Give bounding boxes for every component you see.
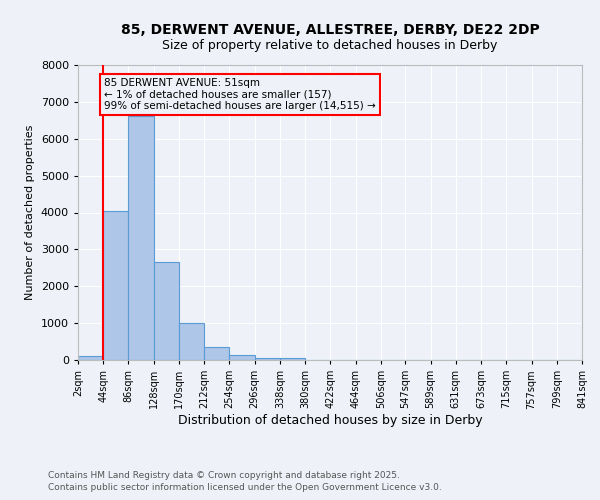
Bar [128, 116, 154, 360]
Bar [229, 355, 254, 360]
Bar [179, 323, 204, 360]
Text: Size of property relative to detached houses in Derby: Size of property relative to detached ho… [163, 39, 497, 52]
Bar [204, 347, 229, 360]
Text: 85 DERWENT AVENUE: 51sqm
← 1% of detached houses are smaller (157)
99% of semi-d: 85 DERWENT AVENUE: 51sqm ← 1% of detache… [104, 78, 376, 111]
Bar [280, 358, 305, 360]
Bar [103, 210, 128, 360]
X-axis label: Distribution of detached houses by size in Derby: Distribution of detached houses by size … [178, 414, 482, 427]
Text: Contains HM Land Registry data © Crown copyright and database right 2025.: Contains HM Land Registry data © Crown c… [48, 470, 400, 480]
Text: 85, DERWENT AVENUE, ALLESTREE, DERBY, DE22 2DP: 85, DERWENT AVENUE, ALLESTREE, DERBY, DE… [121, 22, 539, 36]
Y-axis label: Number of detached properties: Number of detached properties [25, 125, 35, 300]
Bar [154, 262, 179, 360]
Bar [78, 356, 103, 360]
Bar [254, 358, 280, 360]
Text: Contains public sector information licensed under the Open Government Licence v3: Contains public sector information licen… [48, 483, 442, 492]
